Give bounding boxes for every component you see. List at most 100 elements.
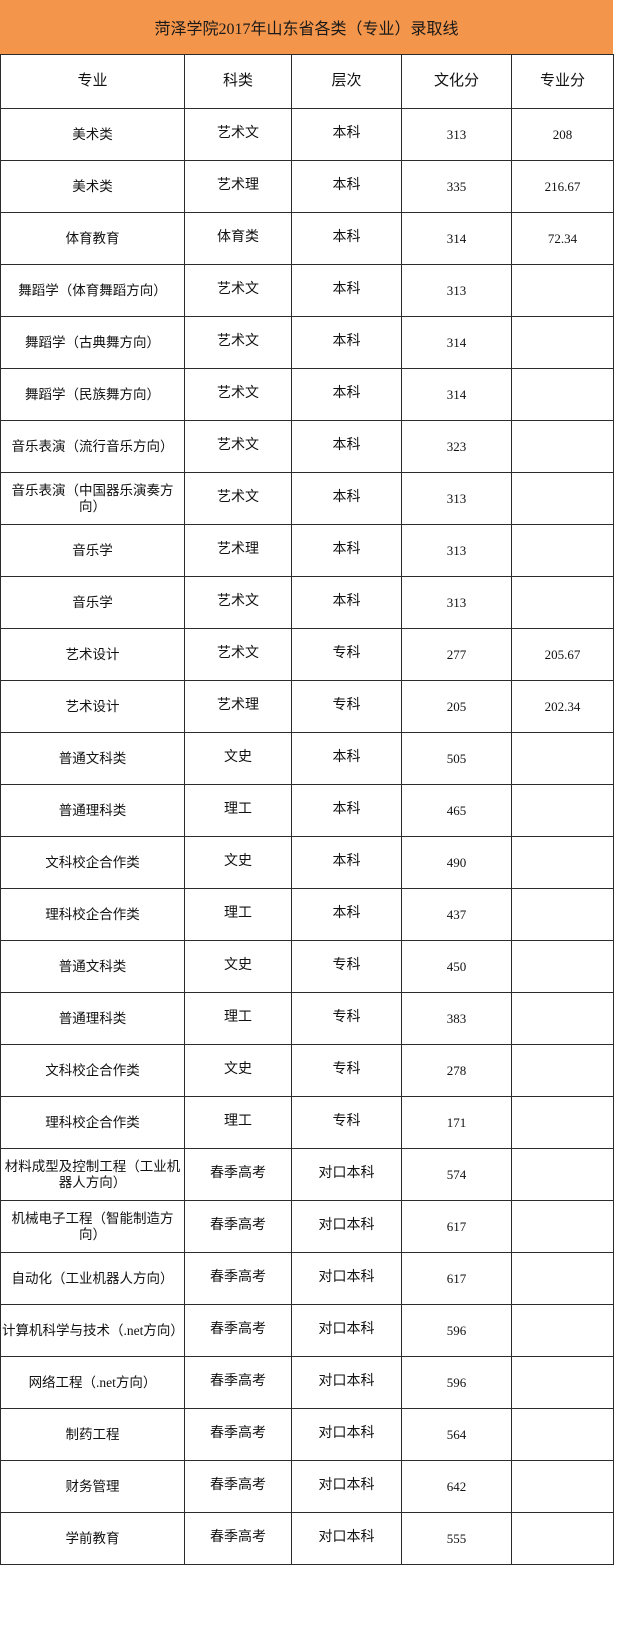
cell-category: 春季高考 (184, 1356, 292, 1409)
cell-level: 对口本科 (291, 1408, 402, 1461)
cell-culture-score: 617 (401, 1252, 512, 1305)
cell-culture-score: 450 (401, 940, 512, 993)
table-row: 音乐学 艺术理 本科 313 (0, 524, 614, 577)
cell-level: 本科 (291, 524, 402, 577)
cell-culture-score: 278 (401, 1044, 512, 1097)
cell-culture-score: 313 (401, 264, 512, 317)
table-row: 理科校企合作类 理工 专科 171 (0, 1096, 614, 1149)
cell-major: 制药工程 (0, 1408, 185, 1461)
cell-major: 普通理科类 (0, 784, 185, 837)
cell-major-score (511, 576, 614, 629)
cell-category: 春季高考 (184, 1408, 292, 1461)
cell-level: 对口本科 (291, 1460, 402, 1513)
cell-culture-score: 564 (401, 1408, 512, 1461)
column-header-major-score: 专业分 (511, 54, 614, 109)
cell-level: 本科 (291, 472, 402, 525)
cell-major: 舞蹈学（体育舞蹈方向） (0, 264, 185, 317)
table-row: 音乐学 艺术文 本科 313 (0, 576, 614, 629)
cell-major-score (511, 1512, 614, 1565)
cell-culture-score: 490 (401, 836, 512, 889)
table-row: 文科校企合作类 文史 专科 278 (0, 1044, 614, 1097)
cell-category: 艺术文 (184, 264, 292, 317)
cell-major: 艺术设计 (0, 628, 185, 681)
table-row: 计算机科学与技术（.net方向） 春季高考 对口本科 596 (0, 1304, 614, 1357)
cell-major: 音乐学 (0, 524, 185, 577)
cell-level: 本科 (291, 264, 402, 317)
cell-major-score (511, 784, 614, 837)
table-row: 普通文科类 文史 专科 450 (0, 940, 614, 993)
cell-major: 普通文科类 (0, 732, 185, 785)
cell-culture-score: 314 (401, 212, 512, 265)
cell-level: 专科 (291, 992, 402, 1045)
table-row: 普通理科类 理工 专科 383 (0, 992, 614, 1045)
column-header-level: 层次 (291, 54, 402, 109)
cell-culture-score: 596 (401, 1356, 512, 1409)
cell-level: 本科 (291, 732, 402, 785)
table-row: 机械电子工程（智能制造方向） 春季高考 对口本科 617 (0, 1200, 614, 1253)
table-row: 普通理科类 理工 本科 465 (0, 784, 614, 837)
table-body: 美术类 艺术文 本科 313 208 美术类 艺术理 本科 335 216.67 体育教育 体育类 本科… (0, 108, 614, 1565)
cell-major: 文科校企合作类 (0, 1044, 185, 1097)
cell-major: 理科校企合作类 (0, 888, 185, 941)
cell-major: 音乐表演（中国器乐演奏方向） (0, 472, 185, 525)
cell-level: 对口本科 (291, 1304, 402, 1357)
cell-level: 本科 (291, 836, 402, 889)
cell-major: 音乐学 (0, 576, 185, 629)
table-title-banner: 菏泽学院2017年山东省各类（专业）录取线 (0, 0, 613, 54)
table-row: 音乐表演（中国器乐演奏方向） 艺术文 本科 313 (0, 472, 614, 525)
cell-major: 文科校企合作类 (0, 836, 185, 889)
cell-major: 音乐表演（流行音乐方向） (0, 420, 185, 473)
cell-major-score (511, 316, 614, 369)
cell-level: 专科 (291, 680, 402, 733)
cell-culture-score: 277 (401, 628, 512, 681)
cell-major-score (511, 732, 614, 785)
cell-category: 春季高考 (184, 1252, 292, 1305)
table-row: 艺术设计 艺术理 专科 205 202.34 (0, 680, 614, 733)
table-row: 舞蹈学（古典舞方向） 艺术文 本科 314 (0, 316, 614, 369)
cell-category: 春季高考 (184, 1200, 292, 1253)
table-row: 网络工程（.net方向） 春季高考 对口本科 596 (0, 1356, 614, 1409)
cell-culture-score: 642 (401, 1460, 512, 1513)
table-row: 音乐表演（流行音乐方向） 艺术文 本科 323 (0, 420, 614, 473)
cell-category: 艺术文 (184, 472, 292, 525)
cell-major-score (511, 264, 614, 317)
table-header: 专业 科类 层次 文化分 专业分 (0, 54, 614, 109)
cell-major-score: 216.67 (511, 160, 614, 213)
cell-level: 专科 (291, 1096, 402, 1149)
table-row: 材料成型及控制工程（工业机器人方向） 春季高考 对口本科 574 (0, 1148, 614, 1201)
admission-scores-table: 专业 科类 层次 文化分 专业分 美术类 艺术文 本科 313 208 美术类 艺术理 本科 3… (0, 54, 614, 1565)
cell-category: 春季高考 (184, 1460, 292, 1513)
cell-level: 对口本科 (291, 1252, 402, 1305)
cell-major-score (511, 836, 614, 889)
cell-category: 文史 (184, 732, 292, 785)
cell-major-score: 208 (511, 108, 614, 161)
cell-level: 本科 (291, 160, 402, 213)
cell-major-score (511, 1408, 614, 1461)
cell-major: 材料成型及控制工程（工业机器人方向） (0, 1148, 185, 1201)
cell-level: 本科 (291, 420, 402, 473)
cell-major-score (511, 1096, 614, 1149)
cell-category: 理工 (184, 1096, 292, 1149)
cell-major-score (511, 1148, 614, 1201)
cell-category: 体育类 (184, 212, 292, 265)
cell-culture-score: 313 (401, 472, 512, 525)
cell-category: 文史 (184, 940, 292, 993)
column-header-culture-score: 文化分 (401, 54, 512, 109)
cell-level: 专科 (291, 1044, 402, 1097)
cell-major: 网络工程（.net方向） (0, 1356, 185, 1409)
cell-culture-score: 465 (401, 784, 512, 837)
cell-major-score (511, 1252, 614, 1305)
cell-category: 理工 (184, 888, 292, 941)
table-row: 文科校企合作类 文史 本科 490 (0, 836, 614, 889)
cell-level: 对口本科 (291, 1356, 402, 1409)
cell-category: 艺术文 (184, 420, 292, 473)
cell-major: 普通理科类 (0, 992, 185, 1045)
cell-culture-score: 313 (401, 524, 512, 577)
table-row: 理科校企合作类 理工 本科 437 (0, 888, 614, 941)
cell-level: 本科 (291, 576, 402, 629)
cell-major-score (511, 1356, 614, 1409)
cell-category: 理工 (184, 992, 292, 1045)
cell-major-score (511, 524, 614, 577)
table-row: 艺术设计 艺术文 专科 277 205.67 (0, 628, 614, 681)
column-header-category: 科类 (184, 54, 292, 109)
